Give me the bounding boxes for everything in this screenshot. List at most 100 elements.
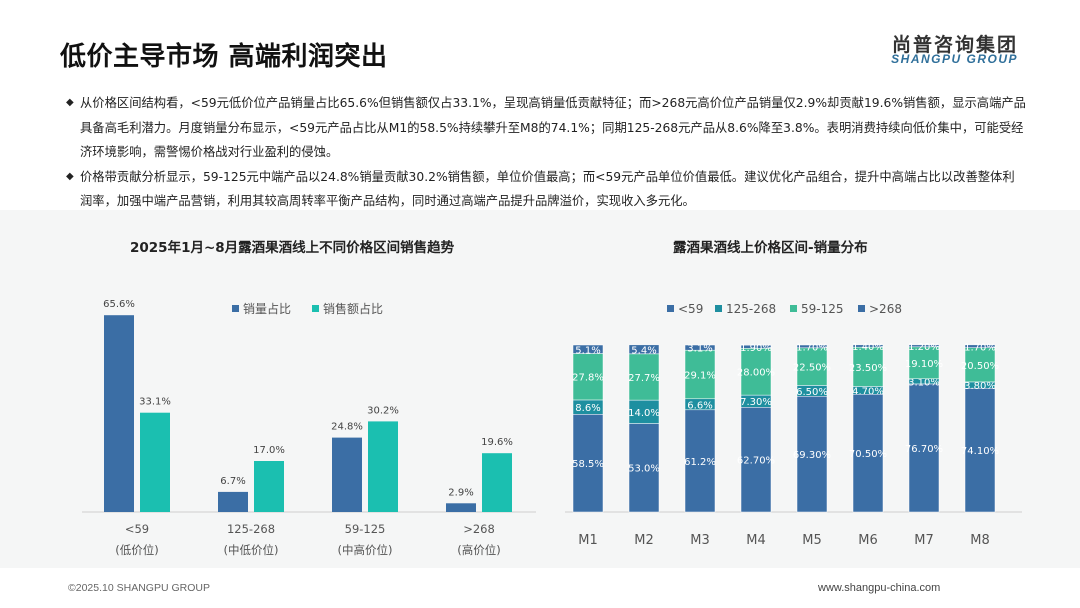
legend-label: 59-125 xyxy=(801,302,844,316)
left-chart-title: 2025年1月~8月露酒果酒线上不同价格区间销售趋势 xyxy=(130,240,455,256)
x-tick-label: M8 xyxy=(970,533,990,548)
bar-value-label: 24.8% xyxy=(331,422,363,433)
footer-copyright: ©2025.10 SHANGPU GROUP xyxy=(68,582,210,594)
segment-value-label: 7.30% xyxy=(740,397,772,408)
right-chart-title: 露酒果酒线上价格区间-销量分布 xyxy=(673,240,868,256)
segment-value-label: 76.70% xyxy=(905,444,943,455)
stacked-bar-segment xyxy=(628,344,660,355)
diamond-bullet-icon: ◆ xyxy=(66,97,74,108)
x-tick-label: 125-268 xyxy=(227,522,275,536)
brand-name-cn: 尚普咨询集团 xyxy=(891,34,1018,56)
stacked-bar-segment xyxy=(852,344,884,348)
bar-value-label: 65.6% xyxy=(103,299,135,310)
legend-swatch xyxy=(715,305,722,312)
segment-value-label: 6.50% xyxy=(796,387,828,398)
segment-value-label: 20.50% xyxy=(961,361,999,372)
bar-value-label: 33.1% xyxy=(139,397,171,408)
legend-swatch xyxy=(232,305,239,312)
x-tick-label: M6 xyxy=(858,533,878,548)
summary-bullets: ◆ 从价格区间结构看，<59元低价位产品销量占比65.6%但销售额仅占33.1%… xyxy=(66,91,1026,214)
bar xyxy=(254,461,284,512)
bullet-item: ◆ 从价格区间结构看，<59元低价位产品销量占比65.6%但销售额仅占33.1%… xyxy=(66,91,1026,165)
segment-value-label: 74.10% xyxy=(961,446,999,457)
stacked-bar-segment xyxy=(684,409,716,513)
bar xyxy=(140,412,170,512)
segment-value-label: 3.80% xyxy=(964,381,996,392)
x-tick-sublabel: (高价位) xyxy=(457,543,500,557)
stacked-bar-segment xyxy=(684,344,716,351)
bar xyxy=(218,491,248,512)
bar-value-label: 19.6% xyxy=(481,437,513,448)
chart-area: 2025年1月~8月露酒果酒线上不同价格区间销售趋势 露酒果酒线上价格区间-销量… xyxy=(0,210,1080,568)
segment-value-label: 1.70% xyxy=(796,342,828,353)
x-tick-label: 59-125 xyxy=(345,522,386,536)
bar-value-label: 17.0% xyxy=(253,445,285,456)
legend-label: <59 xyxy=(678,302,703,316)
segment-value-label: 69.30% xyxy=(793,450,831,461)
segment-value-label: 58.5% xyxy=(572,459,604,470)
bar xyxy=(332,437,362,512)
segment-value-label: 3.1% xyxy=(687,344,712,355)
page-title: 低价主导市场 高端利润突出 xyxy=(60,42,388,72)
segment-value-label: 8.6% xyxy=(575,403,600,414)
brand-name-en: SHANGPU GROUP xyxy=(891,52,1018,66)
stacked-bar-segment xyxy=(796,396,828,513)
x-tick-sublabel: (低价位) xyxy=(115,543,158,557)
legend-swatch xyxy=(667,305,674,312)
segment-value-label: 4.70% xyxy=(852,386,884,397)
legend-swatch xyxy=(312,305,319,312)
x-tick-sublabel: (中低价位) xyxy=(224,543,279,557)
stacked-bar-segment xyxy=(908,344,940,348)
stacked-bar-segment xyxy=(908,346,940,379)
stacked-bar-segment xyxy=(796,347,828,386)
segment-value-label: 62.70% xyxy=(737,456,775,467)
bar xyxy=(104,315,134,512)
segment-value-label: 61.2% xyxy=(684,457,716,468)
stacked-bar-segment xyxy=(572,344,604,354)
x-tick-sublabel: (中高价位) xyxy=(338,543,393,557)
segment-value-label: 23.50% xyxy=(849,363,887,374)
x-tick-label: M7 xyxy=(914,533,934,548)
bar xyxy=(482,453,512,512)
footer-website: www.shangpu-china.com xyxy=(818,582,941,594)
segment-value-label: 19.10% xyxy=(905,359,943,370)
bullet-item: ◆ 价格带贡献分析显示，59-125元中端产品以24.8%销量贡献30.2%销售… xyxy=(66,165,1026,214)
diamond-bullet-icon: ◆ xyxy=(66,170,74,182)
stacked-bar-segment xyxy=(740,407,772,513)
segment-value-label: 5.4% xyxy=(631,345,656,356)
segment-value-label: 6.6% xyxy=(687,400,712,411)
stacked-bar-segment xyxy=(796,344,828,349)
stacked-bar-segment xyxy=(740,348,772,396)
segment-value-label: 27.7% xyxy=(628,373,660,384)
segment-value-label: 70.50% xyxy=(849,449,887,460)
segment-value-label: 27.8% xyxy=(572,373,604,384)
x-tick-label: <59 xyxy=(125,522,149,536)
x-tick-label: M3 xyxy=(690,533,710,548)
bar-value-label: 6.7% xyxy=(220,476,245,487)
segment-value-label: 5.1% xyxy=(575,345,600,356)
segment-value-label: 28.00% xyxy=(737,368,775,379)
x-tick-label: M4 xyxy=(746,533,766,548)
stacked-bar-segment xyxy=(684,349,716,400)
stacked-bar-segment xyxy=(852,394,884,513)
legend-label: 125-268 xyxy=(726,302,776,316)
x-tick-label: M5 xyxy=(802,533,822,548)
stacked-bar-segment xyxy=(964,388,996,513)
segment-value-label: 1.40% xyxy=(852,342,884,353)
stacked-bar-segment xyxy=(964,344,996,348)
segment-value-label: 1.20% xyxy=(908,342,940,353)
segment-value-label: 1.90% xyxy=(740,343,772,354)
segment-value-label: 14.0% xyxy=(628,408,660,419)
bar-value-label: 30.2% xyxy=(367,405,399,416)
legend-swatch xyxy=(790,305,797,312)
segment-value-label: 29.1% xyxy=(684,370,716,381)
stacked-bar-segment xyxy=(964,347,996,383)
stacked-bar-segment xyxy=(628,353,660,401)
charts-svg: 销量占比 销售额占比 65.6% 33.1% <59 (低价位) 6.7% 17.0% 125-… xyxy=(82,299,1022,557)
legend-label: 销量占比 xyxy=(243,301,291,316)
segment-value-label: 1.70% xyxy=(964,342,996,353)
stacked-bar-segment xyxy=(572,353,604,401)
bar xyxy=(368,421,398,512)
segment-value-label: 53.0% xyxy=(628,464,660,475)
stacked-bar-segment xyxy=(572,414,604,513)
